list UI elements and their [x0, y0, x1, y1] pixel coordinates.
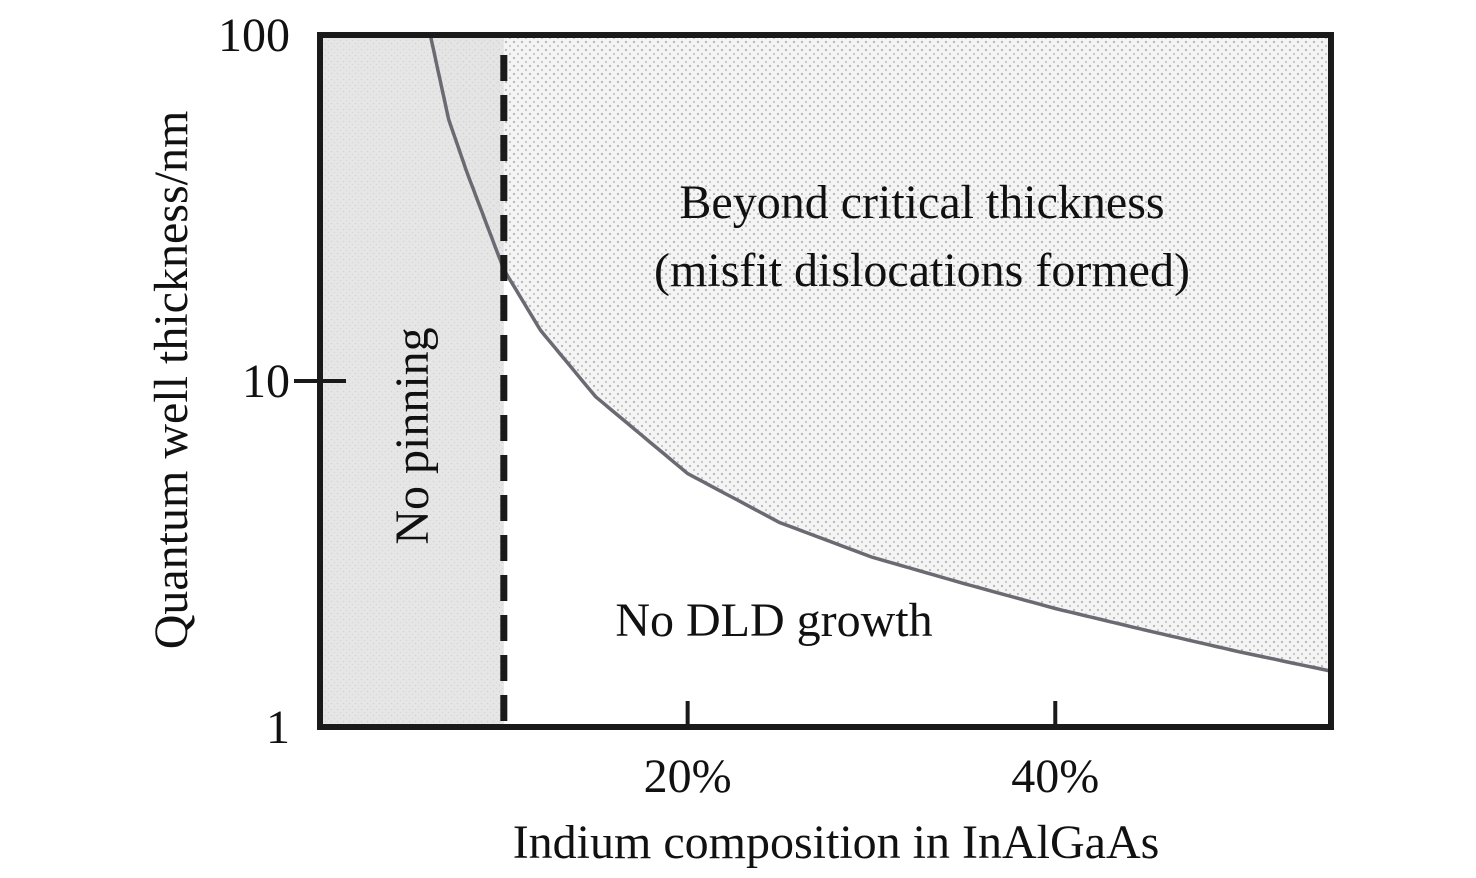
y-tick-label: 100	[218, 9, 290, 62]
no-pinning-label: No pinning	[386, 327, 439, 544]
no-dld-growth-label: No DLD growth	[615, 594, 932, 647]
critical-thickness-curve	[428, 35, 1331, 673]
y-axis-title: Quantum well thickness/nm	[145, 111, 198, 650]
x-tick-label: 20%	[644, 750, 732, 803]
regions	[320, 35, 1331, 727]
region-no-pinning	[320, 35, 504, 727]
y-axis-ticks: 1 10 100	[218, 9, 346, 754]
x-axis-ticks: 20% 40%	[644, 701, 1099, 803]
y-tick-label: 10	[242, 355, 290, 408]
beyond-critical-label-line1: Beyond critical thickness	[679, 176, 1164, 229]
y-tick-label: 1	[266, 701, 290, 754]
beyond-critical-label-line2: (misfit dislocations formed)	[654, 244, 1190, 297]
region-beyond-critical	[430, 35, 1331, 672]
x-tick-label: 40%	[1011, 750, 1099, 803]
x-axis-title: Indium composition in InAlGaAs	[513, 816, 1160, 869]
